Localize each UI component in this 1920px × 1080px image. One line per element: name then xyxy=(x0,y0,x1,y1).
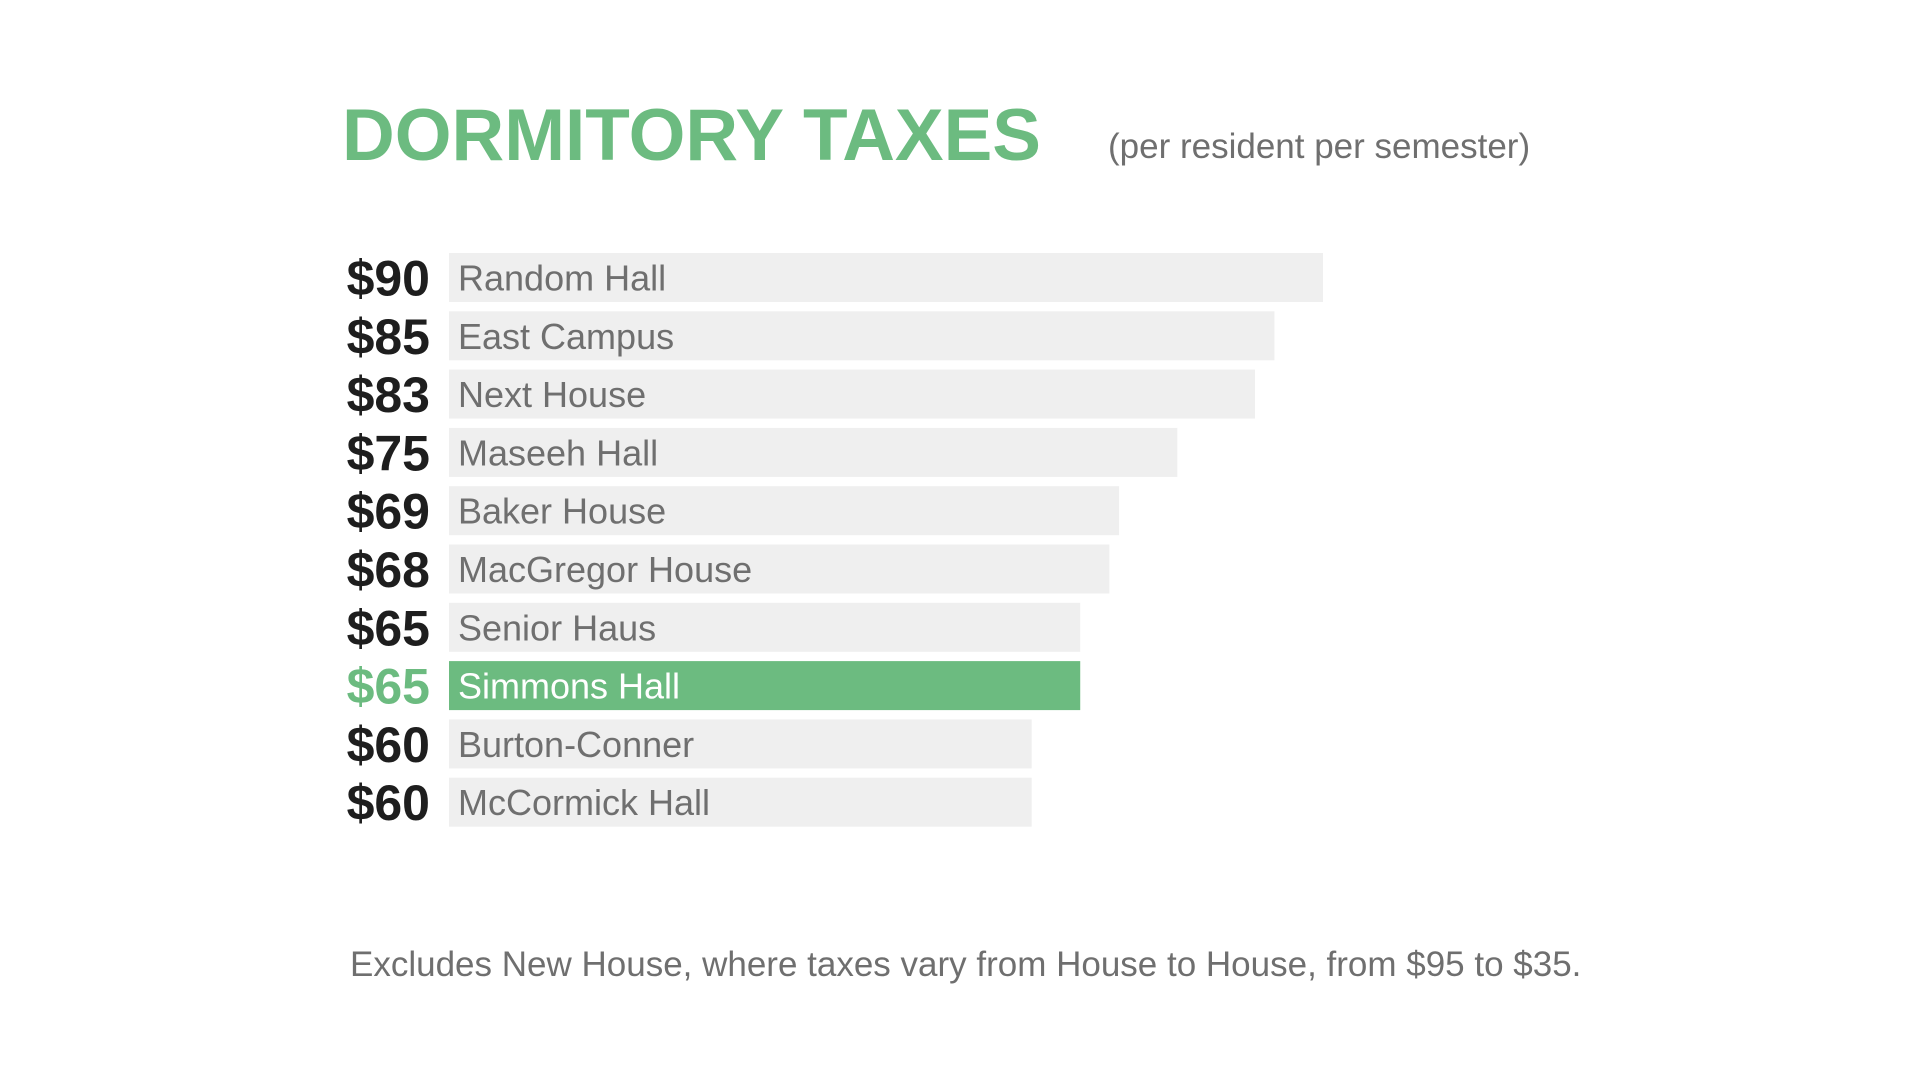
bar-burton-conner xyxy=(449,719,1032,769)
bar-baker-house xyxy=(449,486,1120,536)
value-label: $85 xyxy=(347,309,430,365)
bar-random-hall xyxy=(449,253,1323,302)
value-label: $65 xyxy=(347,600,430,656)
category-label: Random Hall xyxy=(458,258,666,299)
value-label: $75 xyxy=(347,425,430,481)
chart-subtitle: (per resident per semester) xyxy=(1108,127,1530,166)
bar-maseeh-hall xyxy=(449,427,1178,477)
value-label: $69 xyxy=(347,484,430,540)
value-label: $83 xyxy=(347,367,430,423)
value-label: $60 xyxy=(347,775,430,831)
value-label: $90 xyxy=(347,251,430,307)
category-label: McCormick Hall xyxy=(458,782,710,823)
bar-mccormick-hall xyxy=(449,777,1032,827)
value-label: $65 xyxy=(347,659,430,715)
category-label: Simmons Hall xyxy=(458,666,680,707)
category-label: Burton-Conner xyxy=(458,724,694,765)
bar-next-house xyxy=(449,369,1256,419)
category-label: Maseeh Hall xyxy=(458,432,658,473)
category-label: Senior Haus xyxy=(458,607,656,648)
category-label: MacGregor House xyxy=(458,549,752,590)
chart-footnote: Excludes New House, where taxes vary fro… xyxy=(350,945,1581,984)
value-label: $60 xyxy=(347,717,430,773)
category-label: Next House xyxy=(458,374,646,415)
bar-macgregor-house xyxy=(449,544,1110,594)
chart-title: DORMITORY TAXES xyxy=(342,95,1041,176)
value-label: $68 xyxy=(347,542,430,598)
category-label: East Campus xyxy=(458,316,674,357)
bar-simmons-hall xyxy=(449,661,1081,711)
category-label: Baker House xyxy=(458,491,666,532)
bar-group: $90 Random Hall $85 East Campus $83 Next Hous… xyxy=(347,251,1323,831)
bar-east-campus xyxy=(449,311,1275,361)
bar-senior-haus xyxy=(449,602,1081,652)
